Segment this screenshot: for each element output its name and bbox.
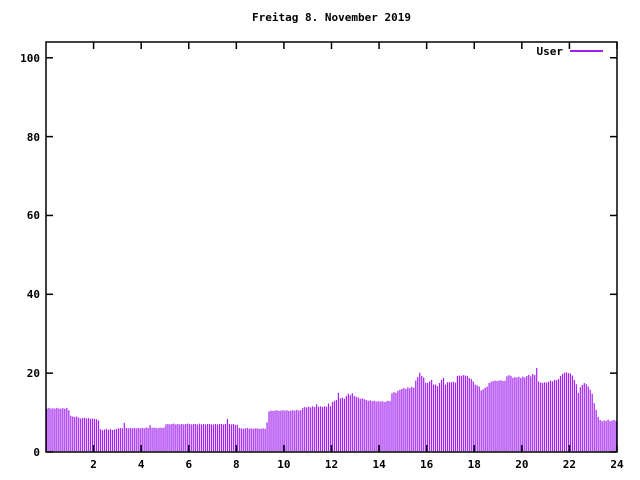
y-tick-label: 100 [20,51,40,65]
x-tick-label: 18 [467,458,481,471]
x-tick-label: 8 [233,458,240,471]
chart-title: Freitag 8. November 2019 [252,11,411,24]
x-tick-label: 4 [137,458,145,471]
y-tick-label: 40 [26,288,40,302]
x-tick-label: 24 [610,458,624,471]
x-tick-label: 6 [185,458,193,471]
x-tick-label: 20 [515,458,529,471]
x-tick-label: 2 [90,458,97,471]
plot-border [45,41,618,453]
y-tick-label: 20 [26,367,40,381]
x-tick-label: 10 [277,458,291,471]
x-tick-label: 22 [562,458,577,471]
y-tick-label: 80 [26,130,40,144]
x-tick-label: 16 [420,458,434,471]
y-tick-label: 60 [26,209,40,223]
x-tick-label: 12 [324,458,339,471]
y-tick-label: 0 [33,446,40,459]
legend-label: User [536,45,564,58]
x-tick-label: 14 [372,458,386,471]
bar-series [46,368,617,452]
